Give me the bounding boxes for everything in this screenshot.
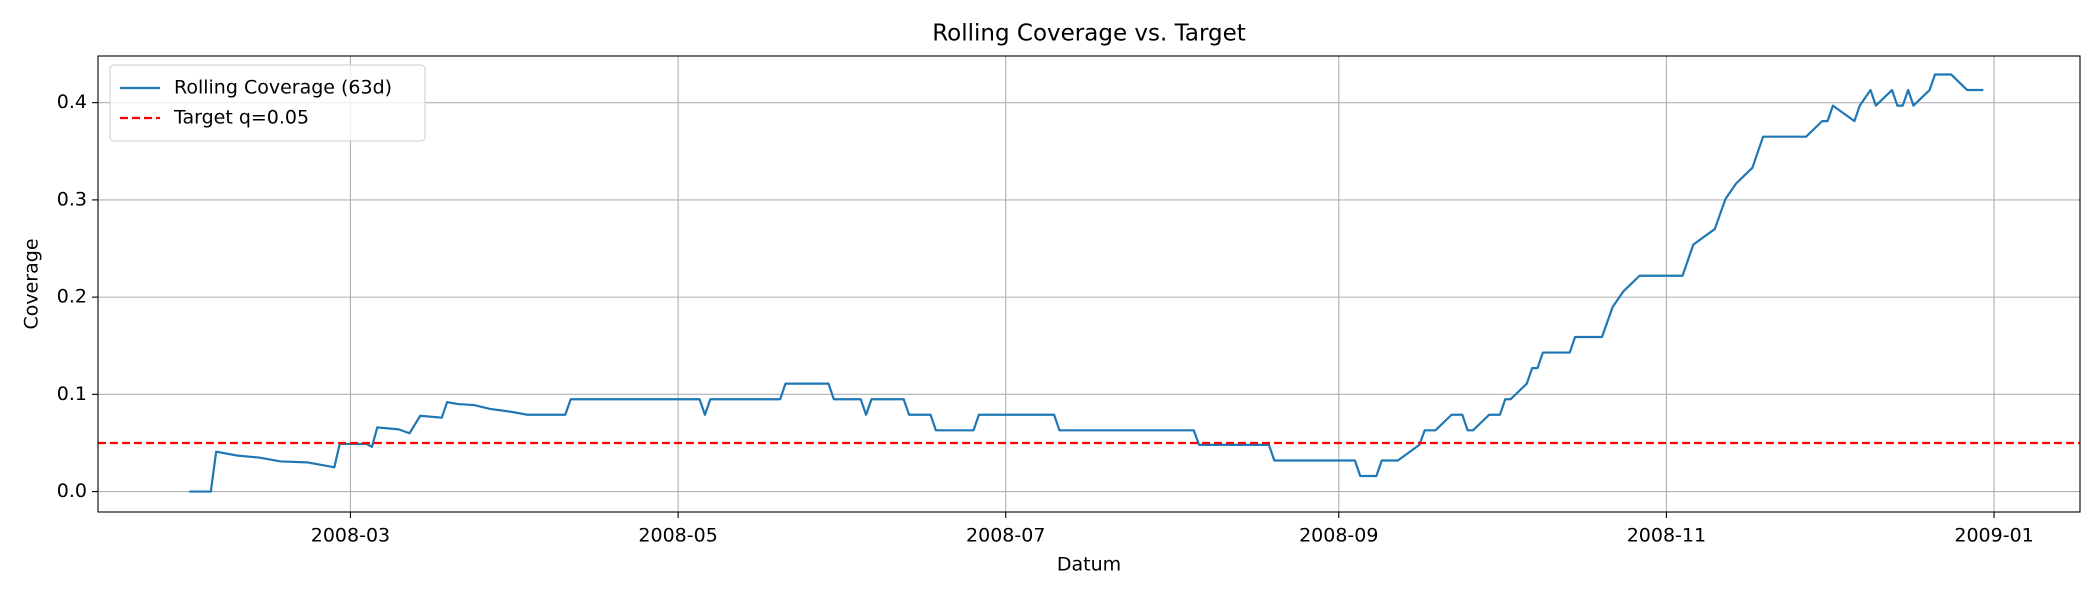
- y-axis-label: Coverage: [21, 238, 43, 329]
- x-tick-label: 2008-07: [966, 525, 1045, 547]
- plot-frame: [97, 55, 2081, 513]
- x-tick-label: 2008-11: [1627, 525, 1706, 547]
- y-tick-label: 0.4: [57, 91, 87, 113]
- y-tick-label: 0.1: [57, 383, 87, 405]
- y-tick-label: 0.2: [57, 286, 87, 308]
- y-tick-label: 0.3: [57, 188, 87, 210]
- x-tick-label: 2008-09: [1299, 525, 1378, 547]
- legend-label: Rolling Coverage (63d): [174, 77, 392, 99]
- y-tick-label: 0.0: [57, 480, 87, 502]
- x-tick-label: 2009-01: [1954, 525, 2033, 547]
- chart-title: Rolling Coverage vs. Target: [932, 21, 1246, 47]
- legend-label: Target q=0.05: [173, 107, 309, 129]
- x-axis-label: Datum: [1057, 554, 1121, 576]
- x-tick-label: 2008-03: [311, 525, 390, 547]
- x-tick-label: 2008-05: [638, 525, 717, 547]
- data-line: [189, 73, 1984, 493]
- legend-box: [109, 64, 426, 142]
